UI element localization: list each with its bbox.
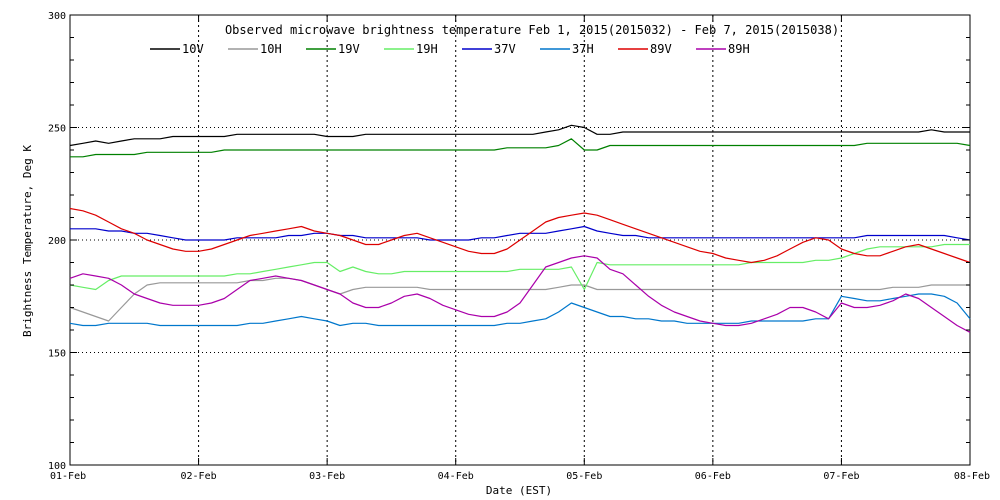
- ticks: 100 150 200 250 300 01-Feb 02-Feb 03-Feb 04-Feb 0…: [48, 11, 990, 482]
- x-tick-label: 06-Feb: [695, 471, 731, 482]
- y-axis-label: Brightness Temperature, Deg K: [21, 145, 34, 337]
- x-axis-label: Date (EST): [486, 484, 552, 497]
- series-line-89v: [69, 207, 971, 264]
- legend-label-89v: 89V: [650, 42, 672, 56]
- legend-label-37h: 37H: [572, 42, 594, 56]
- x-tick-label: 02-Feb: [181, 471, 217, 482]
- series-line-89h: [69, 255, 971, 333]
- y-tick-label: 200: [48, 236, 66, 247]
- series-line-37h: [69, 293, 971, 327]
- x-tick-label: 03-Feb: [309, 471, 345, 482]
- series-line-19h: [69, 243, 970, 291]
- y-tick-label: 250: [48, 124, 66, 135]
- y-tick-label: 300: [48, 11, 66, 22]
- legend-label-89h: 89H: [728, 42, 750, 56]
- x-tick-label: 01-Feb: [50, 471, 86, 482]
- series-line-19v: [70, 138, 971, 158]
- series-line-10h: [69, 277, 970, 322]
- x-tick-label: 04-Feb: [438, 471, 474, 482]
- legend: 10V 10H 19V 19H 37V 37H 89V 89H: [150, 42, 750, 56]
- x-tick-label: 05-Feb: [566, 471, 602, 482]
- legend-label-10v: 10V: [182, 42, 204, 56]
- legend-label-10h: 10H: [260, 42, 282, 56]
- series-layer: [69, 124, 971, 333]
- series-line-10v: [69, 124, 970, 147]
- y-tick-label: 150: [48, 349, 66, 360]
- series-line-37v: [70, 225, 971, 241]
- x-tick-label: 08-Feb: [954, 471, 990, 482]
- y-tick-label: 100: [48, 461, 66, 472]
- grid: [70, 15, 970, 465]
- legend-label-19h: 19H: [416, 42, 438, 56]
- legend-label-19v: 19V: [338, 42, 360, 56]
- legend-label-37v: 37V: [494, 42, 516, 56]
- x-tick-label: 07-Feb: [823, 471, 859, 482]
- chart-title: Observed microwave brightness temperatur…: [225, 23, 839, 37]
